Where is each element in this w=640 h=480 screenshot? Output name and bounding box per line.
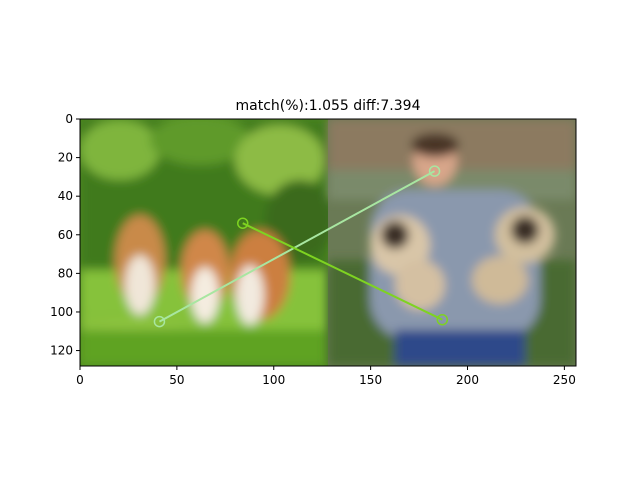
y-tick-label: 100 (50, 305, 73, 319)
person-holding-pugs-photo (328, 119, 576, 366)
chart-title: match(%):1.055 diff:7.394 (236, 98, 421, 114)
y-tick-label: 120 (50, 344, 73, 358)
x-tick-label: 100 (262, 373, 285, 387)
plot-area (80, 119, 576, 366)
y-tick-label: 40 (58, 189, 73, 203)
keypoint-marker (237, 217, 249, 229)
corgi-dogs-photo (80, 119, 335, 366)
match-line (242, 222, 443, 321)
x-tick-label: 250 (553, 373, 576, 387)
axes-frame (79, 118, 577, 367)
x-tick-label: 200 (456, 373, 479, 387)
x-axis: 0 50 100 150 200 250 (76, 366, 576, 387)
y-tick-label: 0 (65, 112, 73, 126)
x-tick-label: 150 (359, 373, 382, 387)
y-tick-label: 80 (58, 266, 73, 280)
y-tick-label: 60 (58, 228, 73, 242)
y-tick-label: 20 (58, 151, 73, 165)
match-layer (153, 165, 449, 328)
keypoint-marker (436, 313, 449, 326)
keypoint-marker (428, 165, 441, 177)
y-axis: 0 20 40 60 80 100 120 (50, 112, 80, 358)
x-tick-label: 50 (169, 373, 184, 387)
match-line (158, 170, 436, 323)
x-tick-label: 0 (76, 373, 84, 387)
keypoint-marker (153, 315, 166, 328)
